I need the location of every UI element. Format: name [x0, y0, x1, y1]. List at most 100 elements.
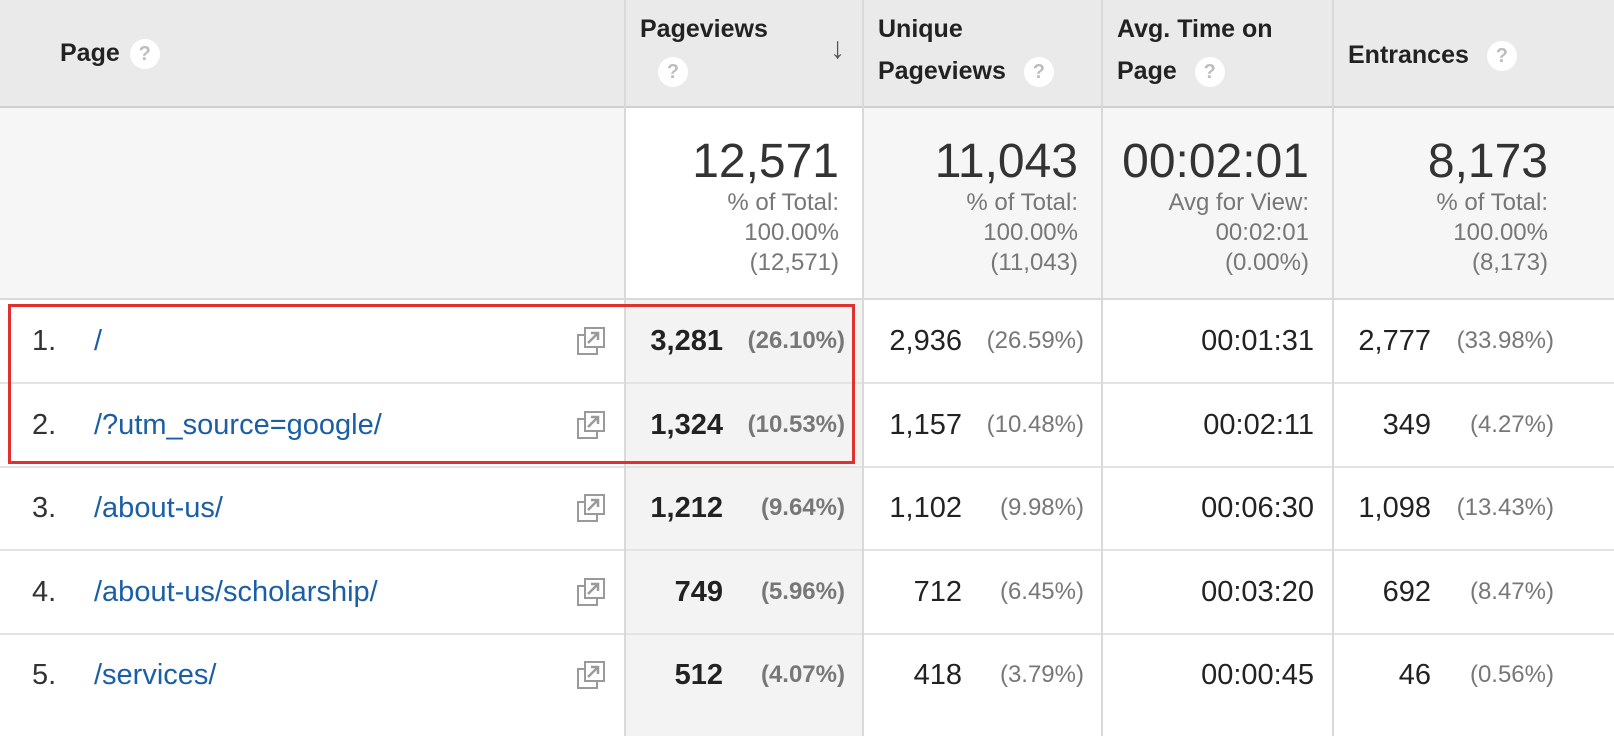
unique-pageviews-percent: (9.98%): [999, 494, 1084, 521]
table-header: [0, 0, 1614, 108]
totals-unique-value: 11,043: [934, 135, 1078, 188]
totals-avgtime-pct: (0.00%): [1224, 249, 1309, 276]
sort-descending-icon[interactable]: ↓: [830, 32, 845, 65]
pageviews-value: 1,212: [650, 492, 723, 524]
highlight-box: [8, 304, 855, 464]
avg-time-value: 00:01:31: [1201, 325, 1314, 357]
avg-time-value: 00:03:20: [1201, 576, 1314, 608]
pageviews-value: 1,324: [650, 409, 723, 441]
totals-pageviews-label: % of Total:: [727, 189, 839, 216]
entrances-percent: (4.27%): [1469, 411, 1554, 438]
pageviews-percent: (5.96%): [760, 578, 845, 605]
column-header-page[interactable]: Page?: [60, 32, 160, 74]
open-in-new-window-icon[interactable]: [576, 493, 606, 523]
help-icon[interactable]: ?: [1023, 57, 1054, 88]
column-divider: [862, 0, 864, 736]
totals-avgtime-view: 00:02:01: [1215, 219, 1309, 246]
totals-avgtime-label: Avg for View:: [1168, 189, 1309, 216]
totals-pageviews-count: (12,571): [749, 249, 839, 276]
open-in-new-window-icon[interactable]: [576, 577, 606, 607]
avg-time-value: 00:02:11: [1203, 409, 1314, 441]
table-row: 2. /?utm_source=google/ 1,324 (10.53%) 1…: [0, 384, 1614, 468]
open-in-new-window-icon[interactable]: [576, 410, 606, 440]
unique-pageviews-value: 418: [913, 659, 962, 691]
totals-unique-pageviews: 11,043 % of Total: 100.00% (11,043): [864, 108, 1078, 298]
totals-entrances-pct: 100.00%: [1453, 219, 1548, 246]
column-header-pageviews[interactable]: Pageviews ?: [640, 8, 850, 92]
column-divider: [1332, 0, 1334, 736]
pageviews-percent: (26.10%): [747, 327, 845, 354]
unique-pageviews-value: 2,936: [889, 325, 962, 357]
unique-pageviews-percent: (6.45%): [999, 578, 1084, 605]
help-icon[interactable]: ?: [1486, 41, 1517, 72]
entrances-value: 46: [1398, 659, 1431, 691]
entrances-value: 692: [1382, 576, 1431, 608]
totals-pageviews-bg: [626, 108, 864, 298]
row-number: 4.: [32, 576, 57, 608]
column-header-avg-time[interactable]: Avg. Time on Page?: [1117, 8, 1273, 92]
entrances-value: 1,098: [1358, 492, 1431, 524]
column-header-avgtime-label-2: Page: [1117, 57, 1177, 85]
column-header-entrances[interactable]: Entrances?: [1348, 34, 1517, 76]
page-link[interactable]: /: [94, 325, 103, 357]
unique-pageviews-percent: (26.59%): [986, 327, 1084, 354]
page-link[interactable]: /?utm_source=google/: [94, 409, 382, 441]
entrances-percent: (0.56%): [1469, 661, 1554, 688]
table-row: 3. /about-us/ 1,212 (9.64%) 1,102 (9.98%…: [0, 467, 1614, 551]
row-number: 5.: [32, 659, 57, 691]
unique-pageviews-value: 712: [913, 576, 962, 608]
totals-unique-count: (11,043): [990, 249, 1078, 276]
totals-pageviews: 12,571 % of Total: 100.00% (12,571): [626, 108, 839, 298]
page-link[interactable]: /about-us/: [94, 492, 223, 524]
row-number: 3.: [32, 492, 57, 524]
page-link[interactable]: /services/: [94, 659, 217, 691]
pageviews-percent: (4.07%): [760, 661, 845, 688]
avg-time-value: 00:06:30: [1201, 492, 1314, 524]
unique-pageviews-percent: (10.48%): [986, 411, 1084, 438]
entrances-value: 2,777: [1358, 325, 1431, 357]
column-header-avgtime-label-1: Avg. Time on: [1117, 15, 1273, 43]
pageviews-value: 749: [674, 576, 723, 608]
open-in-new-window-icon[interactable]: [576, 660, 606, 690]
table-row: 4. /about-us/scholarship/ 749 (5.96%) 71…: [0, 551, 1614, 635]
totals-avgtime-value: 00:02:01: [1122, 135, 1309, 188]
pageviews-value: 512: [674, 659, 723, 691]
row-number: 2.: [32, 409, 57, 441]
help-icon[interactable]: ?: [129, 39, 160, 70]
pageviews-percent: (10.53%): [747, 411, 845, 438]
column-header-unique-pageviews[interactable]: Unique Pageviews?: [878, 8, 1054, 92]
totals-avg-time: 00:02:01 Avg for View: 00:02:01 (0.00%): [1103, 108, 1309, 298]
column-header-pageviews-label: Pageviews: [640, 15, 768, 43]
totals-entrances: 8,173 % of Total: 100.00% (8,173): [1334, 108, 1548, 298]
unique-pageviews-value: 1,157: [889, 409, 962, 441]
table-row: 5. /services/ 512 (4.07%) 418 (3.79%) 00…: [0, 634, 1614, 718]
pageviews-percent: (9.64%): [760, 494, 845, 521]
page-link[interactable]: /about-us/scholarship/: [94, 576, 378, 608]
column-divider: [624, 0, 626, 736]
row-number: 1.: [32, 325, 57, 357]
pageviews-value: 3,281: [650, 325, 723, 357]
totals-unique-label: % of Total:: [966, 189, 1078, 216]
column-header-unique-label-1: Unique: [878, 15, 963, 43]
entrances-percent: (33.98%): [1456, 327, 1554, 354]
column-header-page-label: Page: [60, 39, 120, 67]
open-in-new-window-icon[interactable]: [576, 326, 606, 356]
entrances-percent: (13.43%): [1456, 494, 1554, 521]
pageviews-column-shade: [626, 300, 864, 736]
entrances-percent: (8.47%): [1469, 578, 1554, 605]
column-divider: [1101, 0, 1103, 736]
help-icon[interactable]: ?: [658, 57, 688, 88]
help-icon[interactable]: ?: [1194, 57, 1225, 88]
totals-entrances-count: (8,173): [1471, 249, 1548, 276]
entrances-value: 349: [1382, 409, 1431, 441]
table-row: 1. / 3,281 (26.10%) 2,936 (26.59%) 00:01…: [0, 300, 1614, 384]
column-header-entrances-label: Entrances: [1348, 41, 1469, 69]
totals-unique-pct: 100.00%: [983, 219, 1078, 246]
avg-time-value: 00:00:45: [1201, 659, 1314, 691]
totals-pageviews-pct: 100.00%: [744, 219, 839, 246]
totals-pageviews-value: 12,571: [692, 135, 839, 188]
totals-entrances-label: % of Total:: [1436, 189, 1548, 216]
unique-pageviews-value: 1,102: [889, 492, 962, 524]
unique-pageviews-percent: (3.79%): [999, 661, 1084, 688]
